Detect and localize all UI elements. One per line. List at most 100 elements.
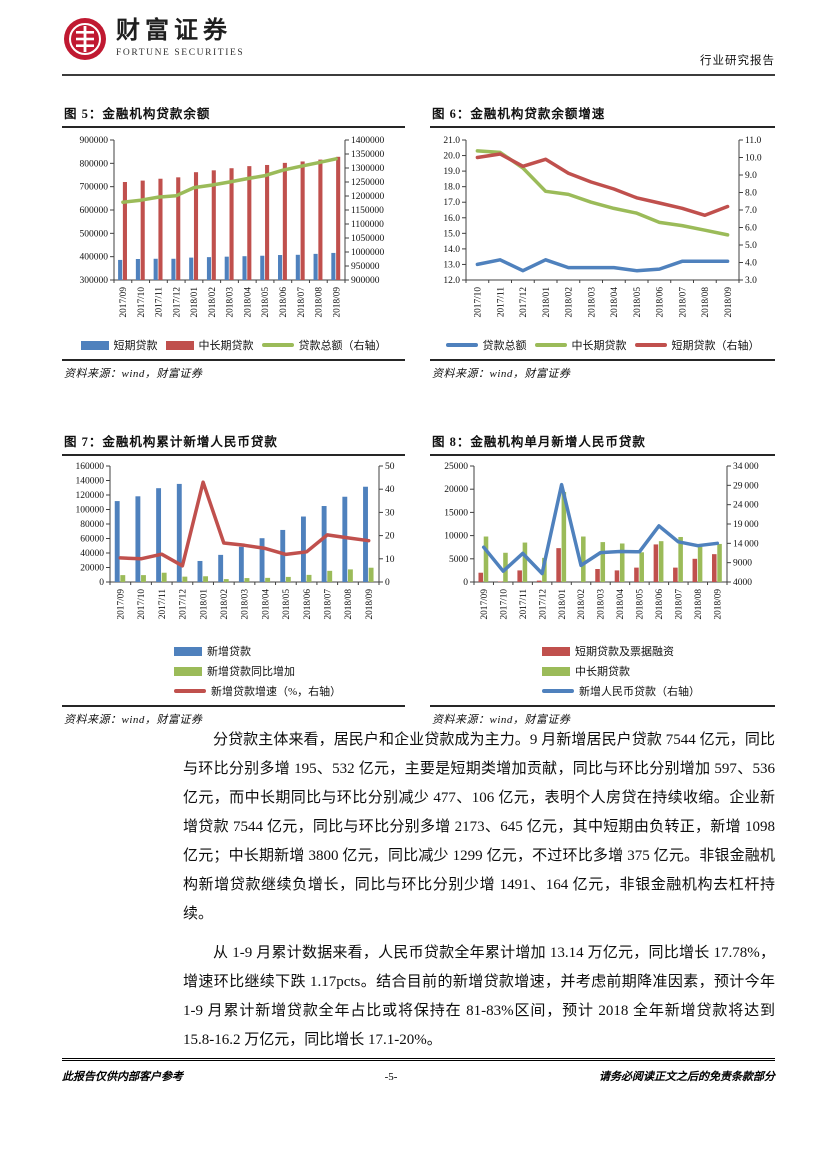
svg-text:2017/10: 2017/10 [499, 589, 509, 620]
legend-item: 新增贷款 [174, 643, 405, 659]
figure-7-title: 图 7：金融机构累计新增人民币贷款 [62, 428, 405, 456]
svg-text:950000: 950000 [351, 262, 380, 272]
chart-svg: 0 5000 10000 15000 20000 25000 4000 9000 14 000 1… [444, 462, 759, 620]
legend-item: 新增贷款增速（%，右轴） [174, 683, 405, 699]
svg-text:2018/08: 2018/08 [344, 589, 354, 620]
svg-text:4000: 4000 [733, 578, 752, 588]
svg-text:2018/02: 2018/02 [577, 589, 587, 620]
svg-text:13.0: 13.0 [443, 260, 460, 270]
svg-text:40: 40 [385, 485, 395, 495]
legend-label: 新增人民币贷款（右轴） [579, 686, 700, 698]
svg-text:5.0: 5.0 [745, 241, 757, 251]
svg-text:2018/06: 2018/06 [656, 287, 666, 318]
legend-label: 贷款总额（右轴） [298, 340, 387, 352]
legend-bar-marker [174, 666, 202, 676]
svg-text:1000000: 1000000 [351, 248, 385, 258]
svg-text:12.0: 12.0 [443, 276, 460, 286]
legend-label: 短期贷款（右轴） [671, 340, 760, 352]
svg-text:100000: 100000 [76, 506, 105, 516]
legend-label: 短期贷款及票据融资 [575, 646, 674, 658]
svg-text:1050000: 1050000 [351, 234, 385, 244]
brand-subtitle: FORTUNE SECURITIES [116, 48, 245, 59]
svg-text:1200000: 1200000 [351, 192, 385, 202]
svg-text:140000: 140000 [76, 477, 105, 487]
svg-text:2018/03: 2018/03 [587, 287, 597, 318]
svg-text:2017/12: 2017/12 [538, 589, 548, 620]
svg-text:50: 50 [385, 462, 395, 472]
svg-text:19.0: 19.0 [443, 167, 460, 177]
svg-text:10: 10 [385, 555, 395, 565]
svg-text:2018/05: 2018/05 [282, 589, 292, 620]
svg-text:0: 0 [99, 578, 104, 588]
report-header: 财富证券 FORTUNE SECURITIES 行业研究报告 [62, 12, 775, 76]
svg-text:2018/08: 2018/08 [315, 287, 325, 318]
svg-text:2018/06: 2018/06 [279, 287, 289, 318]
legend-bar-marker [80, 340, 109, 350]
svg-text:15000: 15000 [444, 508, 468, 518]
svg-text:29 000: 29 000 [733, 481, 759, 491]
charts-row-bottom: 图 7：金融机构累计新增人民币贷款 0 20000 40000 60000 80000 1… [62, 428, 775, 727]
svg-text:2018/02: 2018/02 [565, 287, 575, 318]
svg-text:19 000: 19 000 [733, 520, 759, 530]
footer-disclaimer-right: 请务必阅读正文之后的免责条款部分 [598, 1071, 775, 1083]
svg-text:30: 30 [385, 508, 395, 518]
svg-text:2018/05: 2018/05 [636, 589, 646, 620]
chart-svg: 12.0 13.0 14.0 15.0 16.0 17.0 18.0 19.0 20.0 21.0… [443, 136, 762, 318]
svg-text:2018/07: 2018/07 [323, 589, 333, 620]
figure-8-legend: 短期贷款及票据融资 中长期贷款新增人民币贷款（右轴） [430, 643, 775, 699]
svg-text:60000: 60000 [80, 535, 104, 545]
svg-text:1150000: 1150000 [351, 206, 384, 216]
svg-text:24 000: 24 000 [733, 501, 759, 511]
figure-8-card: 图 8：金融机构单月新增人民币贷款 0 5000 10000 15000 20000 25… [430, 428, 775, 727]
legend-label: 中长期贷款 [575, 666, 630, 678]
svg-text:10000: 10000 [444, 532, 468, 542]
legend-item: 中长期贷款 [542, 663, 775, 679]
legend-line-marker [445, 343, 478, 347]
svg-text:2017/09: 2017/09 [117, 589, 127, 620]
svg-text:2018/02: 2018/02 [208, 287, 218, 318]
svg-text:2018/07: 2018/07 [675, 589, 685, 620]
svg-text:2018/09: 2018/09 [365, 589, 375, 620]
svg-text:15.0: 15.0 [443, 229, 460, 239]
svg-text:4.0: 4.0 [745, 259, 757, 269]
figure-6-legend: 贷款总额 中长期贷款 短期贷款（右轴） [430, 337, 775, 353]
svg-text:10.0: 10.0 [745, 154, 762, 164]
legend-line-marker [174, 689, 206, 693]
svg-text:2017/09: 2017/09 [480, 589, 490, 620]
chart-svg: 0 20000 40000 60000 80000 100000 120000 140000 1… [76, 462, 395, 620]
svg-text:5000: 5000 [449, 555, 468, 565]
svg-text:2017/10: 2017/10 [474, 287, 484, 318]
svg-text:2018/03: 2018/03 [226, 287, 236, 318]
svg-text:25000: 25000 [444, 462, 468, 472]
svg-text:9.0: 9.0 [745, 171, 757, 181]
figure-7-source: 资料来源：wind，财富证券 [62, 705, 405, 727]
svg-text:2017/12: 2017/12 [519, 287, 529, 318]
legend-item: 新增贷款同比增加 [174, 663, 405, 679]
figure-8-source: 资料来源：wind，财富证券 [430, 705, 775, 727]
legend-item: 短期贷款 [80, 337, 158, 353]
legend-item: 短期贷款（右轴） [634, 337, 760, 353]
svg-text:2018/09: 2018/09 [724, 287, 734, 318]
legend-bar-marker [174, 646, 202, 656]
svg-text:2017/11: 2017/11 [496, 287, 506, 317]
figure-5-title: 图 5：金融机构贷款余额 [62, 100, 405, 128]
svg-text:80000: 80000 [80, 520, 104, 530]
chart-svg: 300000 400000 500000 600000 700000 800000 9000… [80, 136, 385, 318]
footer-disclaimer-left: 此报告仅供内部客户参考 [62, 1071, 183, 1083]
svg-text:1100000: 1100000 [351, 220, 384, 230]
svg-text:2018/08: 2018/08 [701, 287, 711, 318]
svg-text:1300000: 1300000 [351, 164, 385, 174]
legend-label: 短期贷款 [113, 340, 158, 352]
svg-text:20.0: 20.0 [443, 152, 460, 162]
svg-text:34 000: 34 000 [733, 462, 759, 472]
svg-text:1250000: 1250000 [351, 178, 385, 188]
legend-line-marker [534, 343, 567, 347]
svg-text:20000: 20000 [444, 485, 468, 495]
body-paragraph: 分贷款主体来看，居民户和企业贷款成为主力。9 月新增居民户贷款 7544 亿元，… [183, 732, 775, 922]
figure-6-card: 图 6：金融机构贷款余额增速 12.0 13.0 14.0 15.0 16.0 17.0 1… [430, 100, 775, 381]
svg-text:1350000: 1350000 [351, 150, 385, 160]
svg-text:6.0: 6.0 [745, 224, 757, 234]
legend-line-marker [542, 689, 574, 693]
svg-text:9000: 9000 [733, 559, 752, 569]
svg-text:2017/11: 2017/11 [158, 589, 168, 619]
